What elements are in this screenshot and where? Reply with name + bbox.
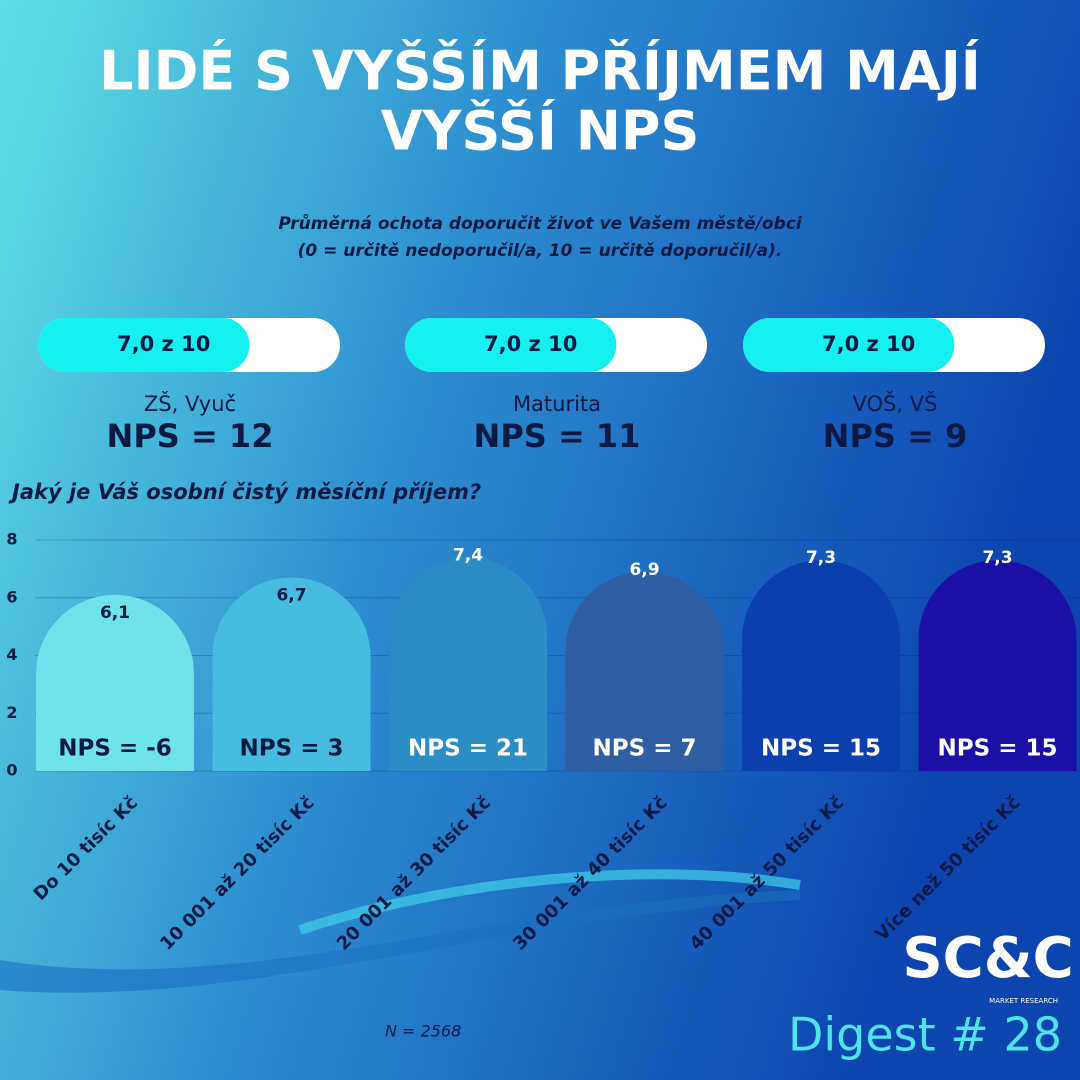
digest: Digest # 28	[788, 1008, 1062, 1062]
progress-fill	[38, 318, 250, 372]
group-label: VOŠ, VŠ	[853, 391, 938, 416]
title: LIDÉ S VYŠŠÍM PŘÍJMEM MAJÍ	[99, 40, 981, 103]
progress-label: 7,0 z 10	[484, 332, 577, 356]
value-label: 6,1	[100, 603, 130, 623]
subtitle: (0 = určitě nedoporučil/a, 10 = určitě d…	[298, 241, 783, 261]
progress-fill	[405, 318, 617, 372]
bar-nps: NPS = 15	[761, 736, 881, 762]
progress-label: 7,0 z 10	[117, 332, 210, 356]
title: VYŠŠÍ NPS	[381, 100, 700, 163]
bar-nps: NPS = 7	[593, 736, 697, 762]
group-label: ZŠ, Vyuč	[144, 391, 236, 416]
bar	[565, 571, 724, 771]
value-label: 7,3	[806, 548, 836, 568]
y-tick-label: 6	[6, 587, 17, 606]
bar	[389, 557, 547, 771]
chart-title: Jaký je Váš osobní čistý měsíční příjem?	[8, 480, 481, 504]
y-tick-label: 0	[6, 761, 17, 780]
decor-wave	[0, 890, 800, 993]
bar-nps: NPS = 21	[408, 736, 528, 762]
y-tick-label: 8	[6, 530, 17, 549]
bar	[36, 594, 194, 771]
logo-subtitle: MARKET RESEARCH	[989, 997, 1058, 1005]
group-nps: NPS = 12	[107, 417, 274, 455]
bar-nps: NPS = -6	[58, 736, 172, 762]
progress-label: 7,0 z 10	[822, 332, 915, 356]
bar	[918, 560, 1077, 771]
value-label: 7,4	[453, 545, 483, 565]
group-nps: NPS = 11	[474, 417, 641, 455]
logo: SC&C	[902, 926, 1073, 991]
subtitle: Průměrná ochota doporučit život ve Vašem…	[278, 213, 803, 234]
sample-size: N = 2568	[385, 1022, 461, 1041]
bar	[212, 577, 371, 771]
value-label: 6,9	[629, 560, 659, 580]
group-nps: NPS = 9	[823, 417, 968, 455]
y-tick-label: 4	[6, 645, 17, 664]
decor-wave	[298, 869, 801, 935]
value-label: 6,7	[276, 586, 306, 606]
bar-nps: NPS = 3	[240, 736, 344, 762]
y-tick-label: 2	[6, 703, 17, 722]
value-label: 7,3	[982, 548, 1012, 568]
progress-fill	[743, 318, 955, 372]
bar	[742, 560, 900, 771]
group-label: Maturita	[513, 392, 601, 416]
bar-nps: NPS = 15	[938, 736, 1058, 762]
